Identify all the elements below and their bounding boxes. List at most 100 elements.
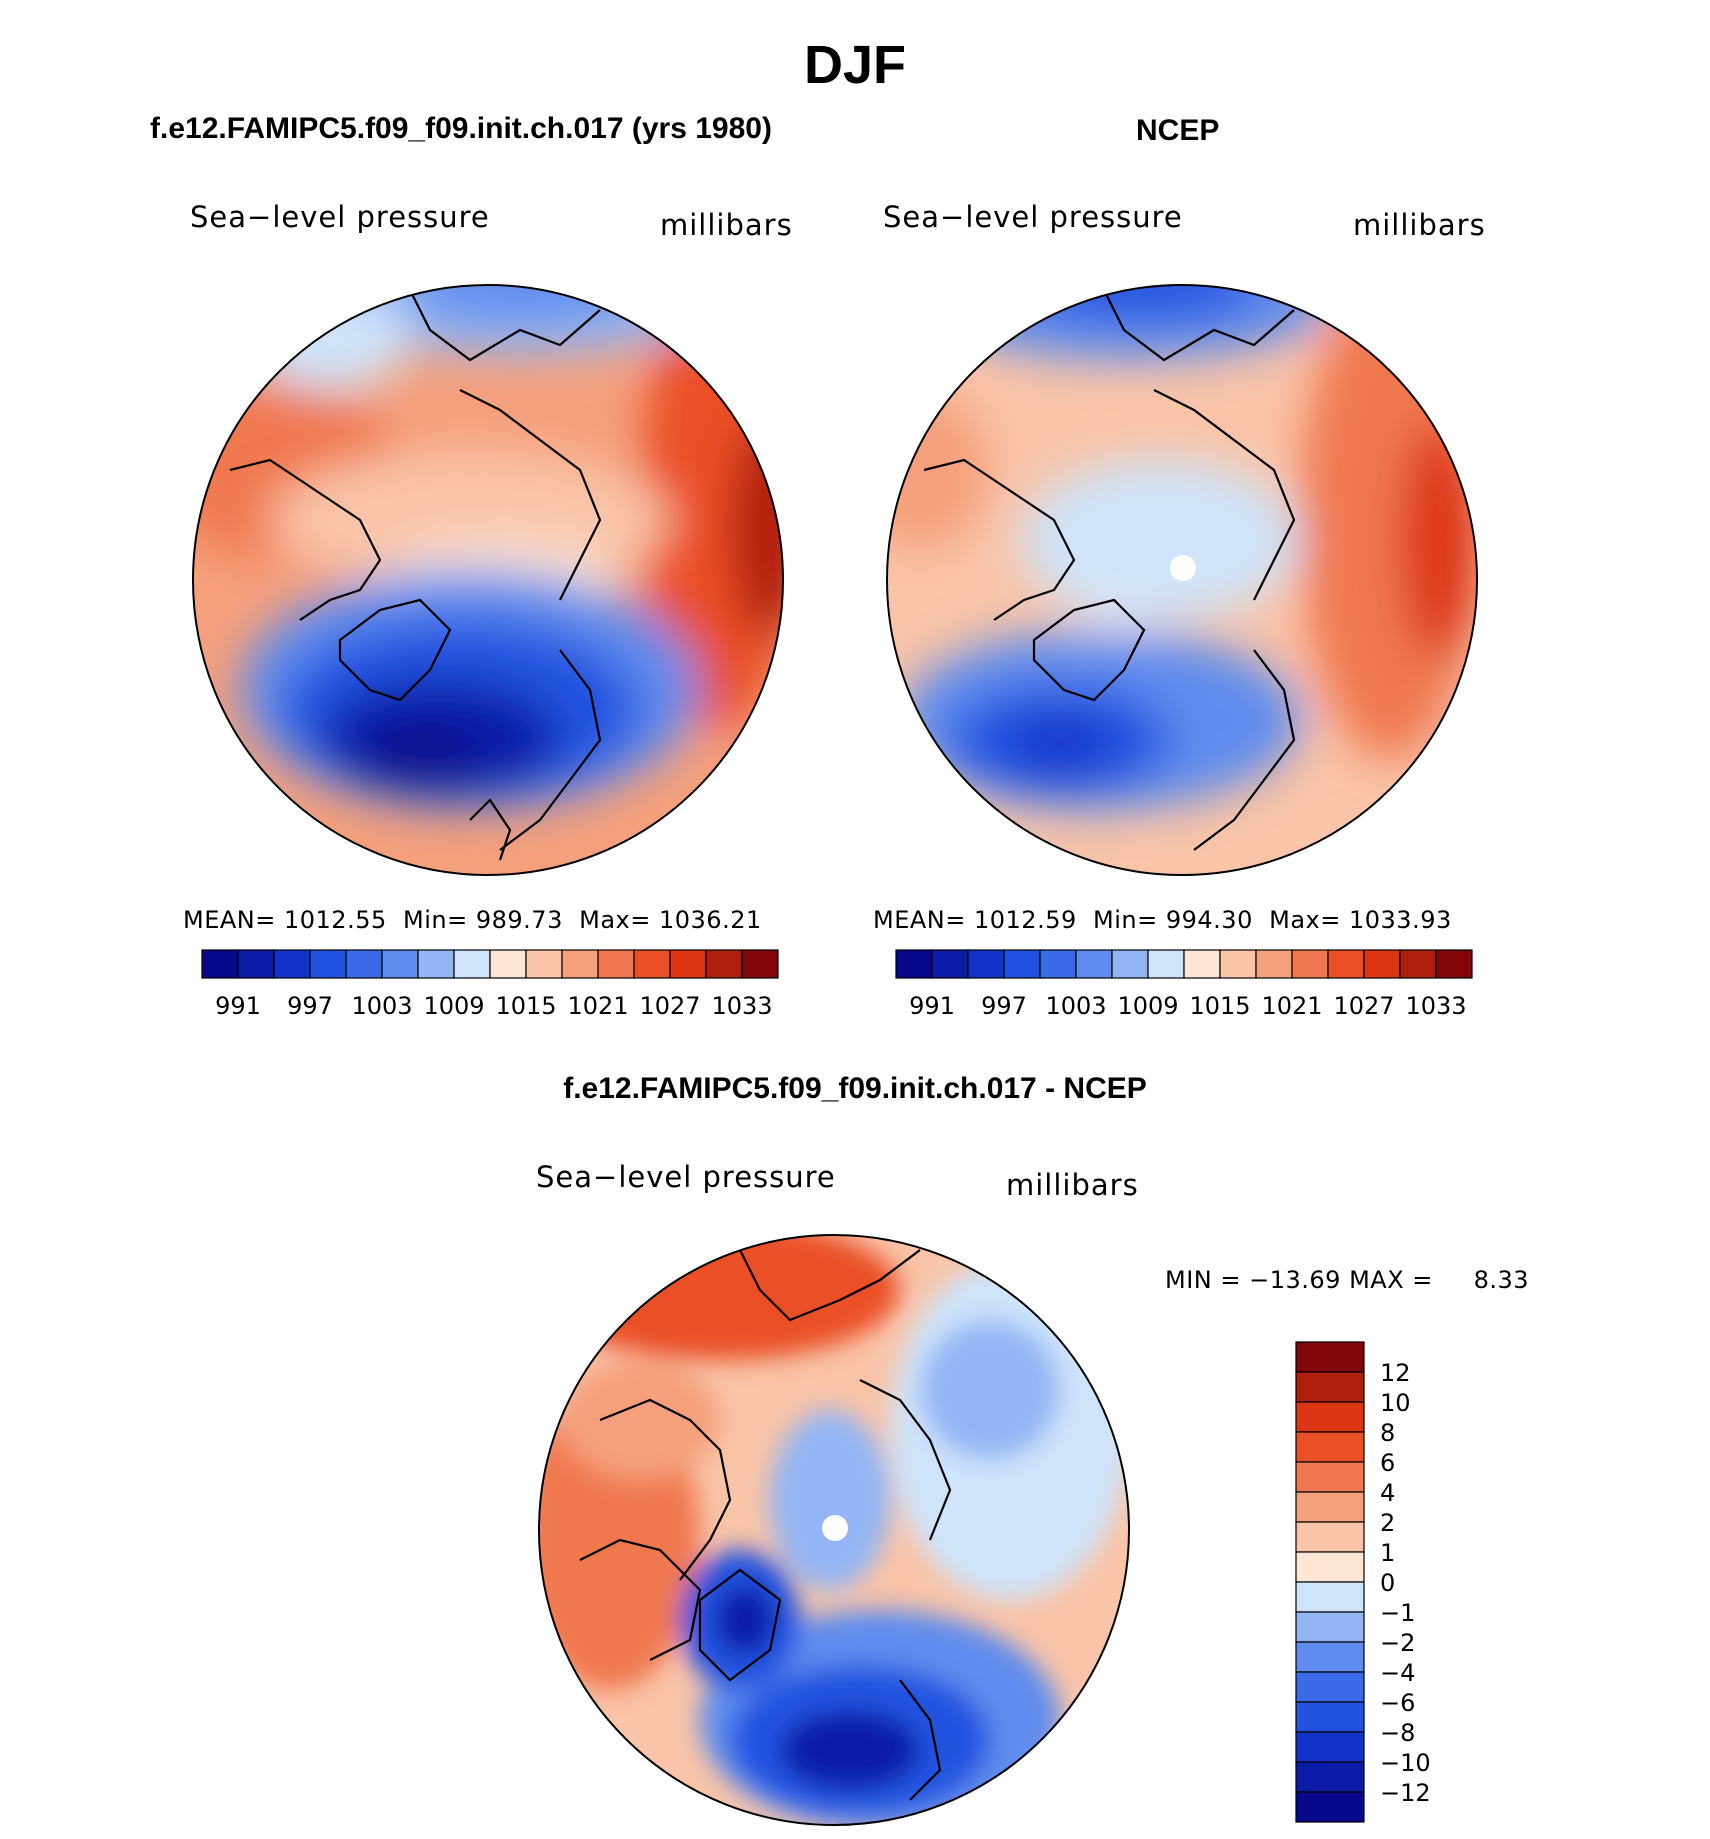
panel-left-units: millibars	[660, 208, 793, 242]
map-border-difference	[538, 1234, 1130, 1826]
coastlines	[579, 1249, 952, 1801]
colorbar-box	[1255, 949, 1293, 979]
map-panel-model	[193, 285, 783, 875]
panel-right-subtitle: Sea−level pressure	[883, 200, 1183, 234]
panel-diff-title: f.e12.FAMIPC5.f09_f09.init.ch.017 - NCEP	[563, 1072, 1147, 1105]
colorbar-box	[633, 949, 671, 979]
colorbar-box	[1039, 949, 1077, 979]
colorbar-box	[1295, 1521, 1365, 1553]
field-neg-atlantic-core	[780, 1710, 920, 1790]
field-max-northamerica	[1400, 420, 1477, 660]
colorbar-box	[1295, 1371, 1365, 1403]
colorbar-box	[417, 949, 455, 979]
field-arctic-light	[1020, 460, 1300, 620]
colorbar-box	[1295, 1671, 1365, 1703]
colorbar-box	[1111, 949, 1149, 979]
coastline-bering	[409, 289, 601, 362]
colorbar-box	[1291, 949, 1329, 979]
map-panel-difference	[539, 1235, 1129, 1825]
colorbar-tick-label: 1033	[711, 992, 772, 1020]
colorbar-box	[967, 949, 1005, 979]
colorbar-tick-label: 1009	[1117, 992, 1178, 1020]
field-pos-arctic	[560, 1360, 720, 1480]
coastline-canada	[1153, 389, 1296, 601]
max-label: MAX =	[1349, 1266, 1433, 1294]
max-value: 1036.21	[658, 906, 762, 934]
colorbar-tick-label: 1027	[1333, 992, 1394, 1020]
coastline-siberia	[229, 458, 382, 621]
min-label: Min=	[403, 906, 468, 934]
colorbar-box	[237, 949, 275, 979]
colorbar-box	[1295, 1581, 1365, 1613]
colorbar-box	[1295, 1491, 1365, 1523]
coastline-canada	[859, 1379, 952, 1541]
min-label: MIN =	[1165, 1266, 1241, 1294]
colorbar-box	[1183, 949, 1221, 979]
panel-right-title: NCEP	[1136, 114, 1220, 147]
colorbar-tick-label: 1021	[567, 992, 628, 1020]
colorbar-box	[1295, 1551, 1365, 1583]
colorbar-tick-label: 1021	[1261, 992, 1322, 1020]
colorbar-box	[1295, 1731, 1365, 1763]
panel-diff-stats: MIN = −13.69 MAX = 8.33	[1165, 1266, 1529, 1294]
colorbar-box	[489, 949, 527, 979]
colorbar-tick-label: 8	[1380, 1419, 1395, 1447]
colorbar-tick-label: −8	[1380, 1719, 1415, 1747]
mean-label: MEAN=	[873, 906, 966, 934]
max-label: Max=	[579, 906, 651, 934]
colorbar-box	[1399, 949, 1437, 979]
field-pacific-light	[250, 290, 410, 390]
panel-diff-units: millibars	[1006, 1168, 1139, 1202]
colorbar-box	[1219, 949, 1257, 979]
mean-value: 1012.55	[284, 906, 387, 934]
colorbar-box	[273, 949, 311, 979]
colorbar-tick-label: 997	[287, 992, 333, 1020]
field-pos-siberia	[540, 1235, 900, 1360]
field-high-siberia	[887, 390, 990, 550]
field-pacific-low	[1020, 285, 1260, 320]
coastline-bering	[739, 1249, 921, 1322]
mean-label: MEAN=	[183, 906, 276, 934]
colorbar-tick-label: 6	[1380, 1449, 1395, 1477]
coastline-britain	[469, 798, 512, 861]
field-max-northamerica	[730, 420, 783, 640]
colorbar-model: 991 997 1003 1009 1015 1021 1027 1033	[201, 949, 779, 1020]
panel-left-subtitle: Sea−level pressure	[190, 200, 490, 234]
colorbar-box	[1295, 1461, 1365, 1493]
coastline-eurasia	[579, 1538, 702, 1661]
colorbar-box	[597, 949, 635, 979]
colorbar-tick-label: 1003	[1045, 992, 1106, 1020]
panel-left-title: f.e12.FAMIPC5.f09_f09.init.ch.017 (yrs 1…	[150, 112, 772, 145]
colorbar-tick-label: 1003	[351, 992, 412, 1020]
colorbar-tick-label: −10	[1380, 1749, 1431, 1777]
colorbar-tick-label: −1	[1380, 1599, 1415, 1627]
colorbar-box	[1295, 1761, 1365, 1793]
pole-hole	[822, 1515, 848, 1541]
coastline-greenland	[338, 598, 452, 702]
colorbar-tick-label: 1015	[1189, 992, 1250, 1020]
coastline-greenland	[698, 1568, 782, 1682]
colorbar-tick-label: 991	[215, 992, 261, 1020]
colorbar-box	[201, 949, 239, 979]
colorbar-tick-label: −12	[1380, 1779, 1431, 1807]
coastline-europe	[899, 1679, 942, 1801]
field-icelandic-core	[360, 725, 480, 785]
field-neg-pacific	[920, 1320, 1060, 1460]
coastline-europe	[499, 649, 602, 851]
colorbar-box	[1435, 949, 1473, 979]
colorbar-tick-label: −4	[1380, 1659, 1415, 1687]
panel-right-stats: MEAN= 1012.59 Min= 994.30 Max= 1033.93	[873, 906, 1452, 934]
colorbar-box	[741, 949, 779, 979]
map-panel-ncep	[887, 285, 1477, 875]
colorbar-box	[1295, 1401, 1365, 1433]
map-border-model	[192, 284, 784, 876]
colorbar-tick-label: 991	[909, 992, 955, 1020]
colorbar-box	[1295, 1341, 1365, 1373]
min-label: Min=	[1093, 906, 1158, 934]
min-value: −13.69	[1249, 1266, 1341, 1294]
colorbar-box	[1295, 1611, 1365, 1643]
colorbar-box	[1295, 1431, 1365, 1463]
colorbar-box	[1295, 1791, 1365, 1823]
colorbar-box	[561, 949, 599, 979]
